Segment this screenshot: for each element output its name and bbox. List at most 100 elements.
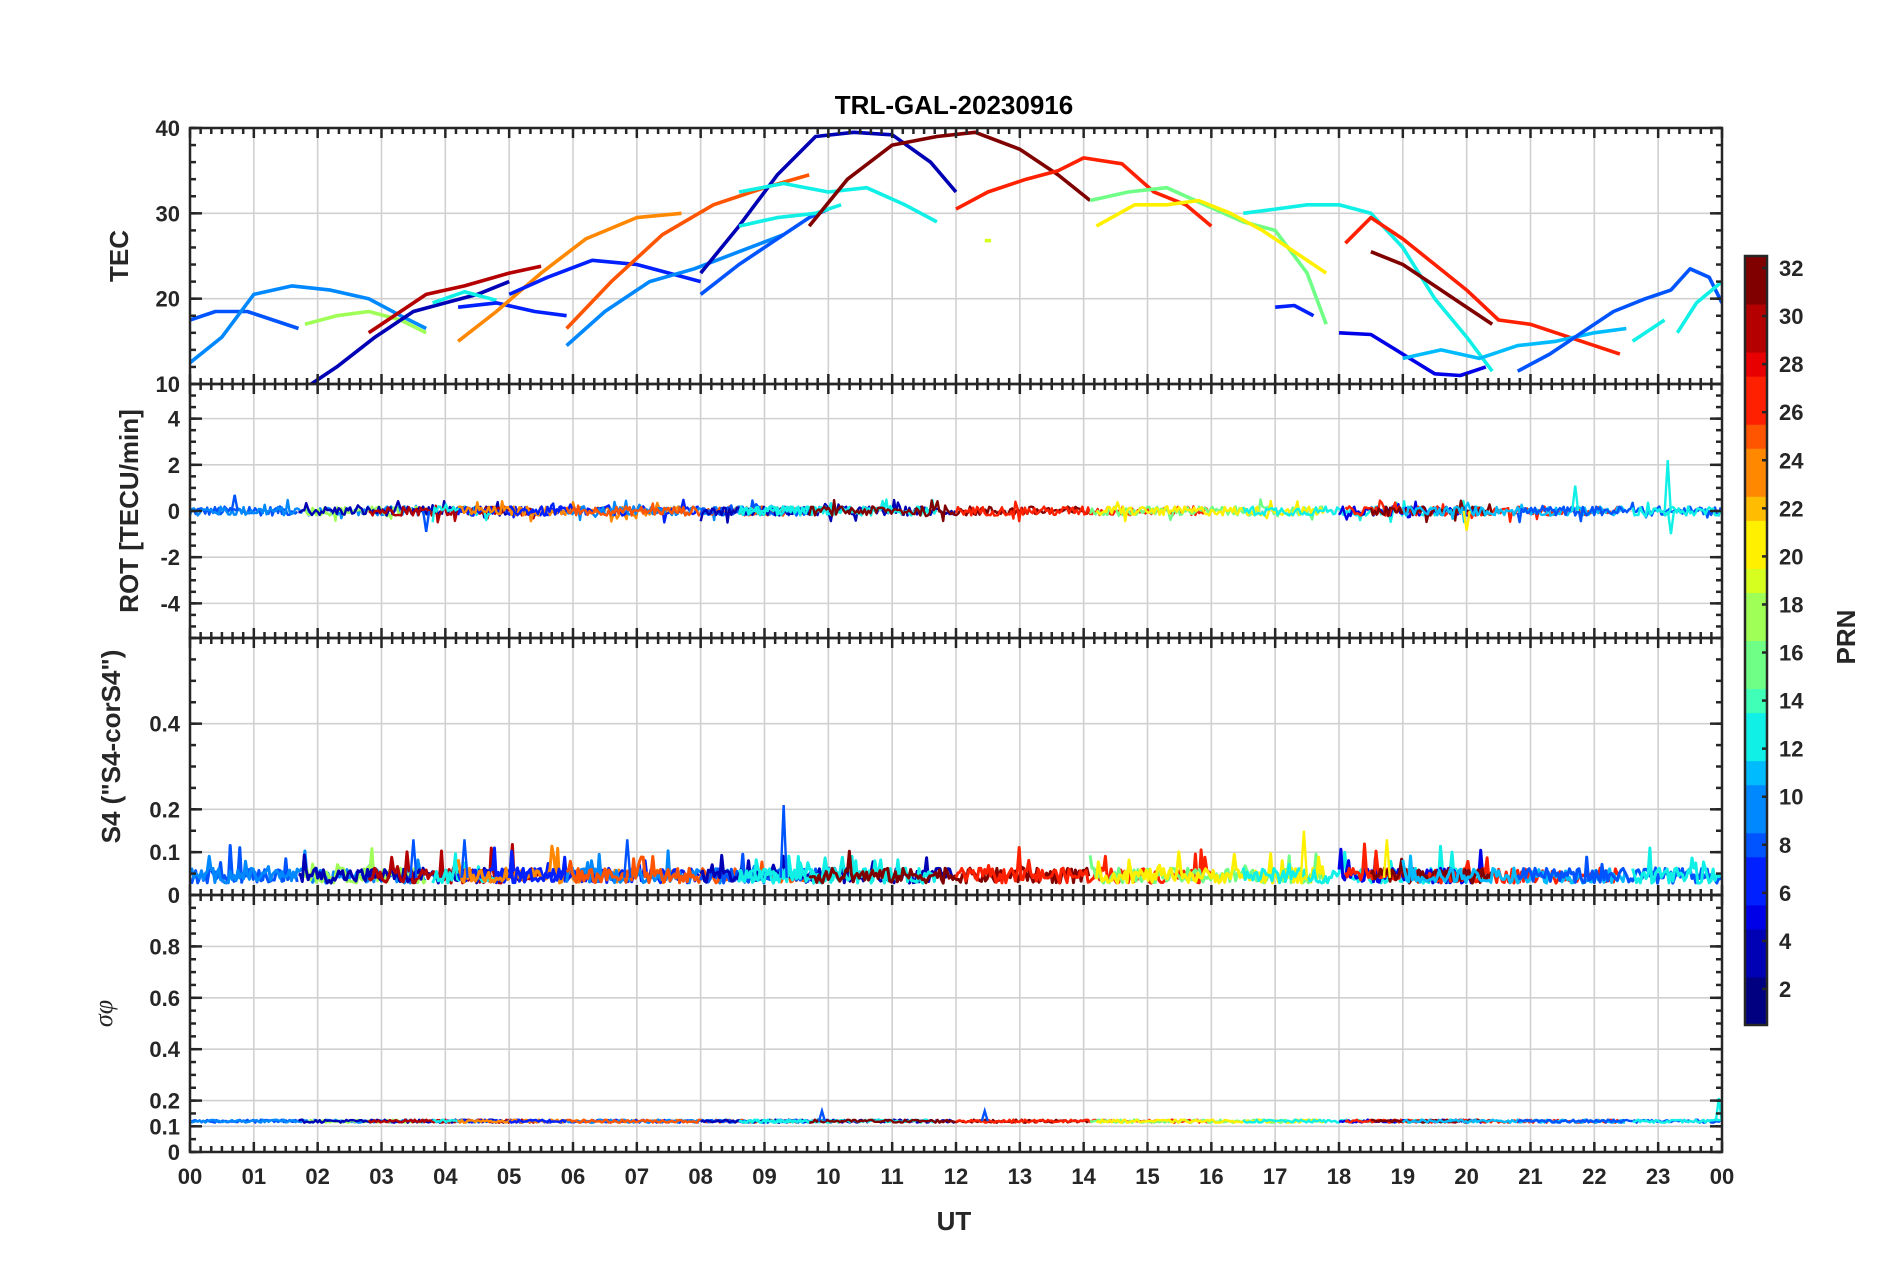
spike-mark — [623, 839, 632, 878]
series-line-prn-7 — [1275, 303, 1315, 318]
series-line-prn-13 — [1632, 1118, 1721, 1124]
colorbar-tick-label: 28 — [1779, 352, 1803, 377]
series-line-prn-11 — [1402, 326, 1627, 361]
series-line-prn-6 — [508, 258, 702, 297]
series-group — [190, 1097, 1722, 1124]
series-line-prn-5 — [1338, 331, 1487, 378]
series-line-prn-13 — [1631, 501, 1722, 518]
y-axis-label-rot: ROT [TECU/min] — [114, 409, 144, 613]
series-line-prn-13 — [432, 290, 497, 305]
series-line-prn-31 — [807, 130, 1092, 228]
y-tick-label: 20 — [156, 287, 180, 312]
spike-mark — [1570, 485, 1580, 512]
series-line-prn-7 — [456, 846, 567, 885]
series-line-prn-21 — [1095, 499, 1325, 523]
x-tick-label: 15 — [1135, 1164, 1159, 1189]
x-tick-label: 06 — [561, 1164, 585, 1189]
colorbar-tick-label: 14 — [1779, 689, 1804, 714]
y-tick-label: 0.1 — [149, 840, 180, 865]
x-tick-label: 22 — [1582, 1164, 1606, 1189]
y-axis-label-s4: S4 ("S4-corS4") — [96, 650, 126, 844]
colorbar-cell — [1745, 520, 1767, 545]
panel-tec: 10 20 30 40 TEC — [104, 116, 1724, 397]
y-axis-label-sigma-phi: σφ — [89, 1000, 118, 1027]
y-tick-label: 0.4 — [149, 712, 180, 737]
colorbar-tick-label: 10 — [1779, 785, 1803, 810]
colorbar-cell — [1745, 664, 1767, 690]
x-tick-label: 16 — [1199, 1164, 1223, 1189]
x-tick-label: 18 — [1327, 1164, 1351, 1189]
spike-mark — [1663, 460, 1672, 512]
x-tick-label: 19 — [1391, 1164, 1415, 1189]
colorbar-cell — [1745, 832, 1767, 858]
colorbar-tick-label: 6 — [1779, 881, 1791, 906]
y-tick-label: 4 — [168, 407, 181, 432]
colorbar-cell — [1745, 592, 1767, 617]
series-line-prn-4 — [699, 130, 958, 275]
x-tick-label: 08 — [688, 1164, 712, 1189]
series-line-prn-13 — [1631, 846, 1722, 885]
x-tick-label: 00 — [178, 1164, 202, 1189]
colorbar-cell — [1745, 304, 1767, 329]
x-tick-label: 04 — [433, 1164, 458, 1189]
y-tick-label: 2 — [168, 453, 180, 478]
colorbar-tick-label: 12 — [1779, 737, 1803, 762]
colorbar-tick-label: 2 — [1779, 977, 1791, 1002]
colorbar-cell — [1745, 256, 1767, 281]
spike-mark — [1666, 510, 1676, 535]
spike-mark — [817, 1106, 827, 1122]
colorbar-label: PRN — [1831, 610, 1861, 665]
series-line-prn-21 — [1095, 198, 1328, 275]
y-tick-label: 0.2 — [149, 797, 180, 822]
colorbar-cell — [1745, 856, 1767, 882]
series-line-prn-13 — [1675, 280, 1722, 334]
y-tick-label: 40 — [156, 116, 180, 141]
series-line-prn-8 — [190, 309, 300, 331]
series-line-prn-27 — [955, 156, 1213, 228]
chart-title: TRL-GAL-20230916 — [835, 90, 1073, 120]
series-line-prn-17 — [304, 309, 428, 335]
colorbar-cell — [1745, 1000, 1767, 1026]
colorbar-cell — [1745, 760, 1767, 786]
y-tick-label: -4 — [160, 591, 180, 616]
series-line-prn-13 — [1631, 318, 1666, 343]
series-line-prn-11 — [1401, 501, 1626, 524]
spike-mark — [1299, 830, 1309, 878]
colorbar-cell — [1745, 712, 1767, 738]
colorbar-cell — [1745, 448, 1767, 473]
colorbar-cell — [1745, 352, 1767, 377]
colorbar-cell — [1745, 376, 1767, 401]
series-line-prn-10 — [190, 284, 428, 365]
series-line-prn-25 — [565, 173, 810, 330]
colorbar-cell — [1745, 544, 1767, 569]
colorbar-tick-label: 32 — [1779, 256, 1803, 281]
x-tick-label: 23 — [1646, 1164, 1670, 1189]
x-tick-label: 09 — [752, 1164, 776, 1189]
y-tick-label: -2 — [160, 545, 180, 570]
x-tick-label: 20 — [1454, 1164, 1478, 1189]
panel-s4: 0 0.1 0.2 0.4 S4 ("S4-corS4") — [96, 636, 1724, 908]
colorbar-cell — [1745, 904, 1767, 930]
colorbar-cell — [1745, 976, 1767, 1002]
colorbar-cell — [1745, 736, 1767, 762]
colorbar-cell — [1745, 952, 1767, 978]
series-line-prn-7 — [457, 301, 567, 318]
series-line-prn-10 — [565, 233, 785, 347]
colorbar-cell — [1745, 928, 1767, 954]
x-tick-label: 07 — [625, 1164, 649, 1189]
x-tick-label: 01 — [242, 1164, 266, 1189]
colorbar-cell — [1745, 568, 1767, 593]
series-line-prn-27 — [1344, 215, 1621, 356]
y-tick-label: 0 — [168, 1140, 180, 1165]
spike-mark — [980, 1106, 989, 1122]
colorbar-cell — [1745, 688, 1767, 714]
x-tick-label: 21 — [1518, 1164, 1542, 1189]
x-tick-label: 10 — [816, 1164, 840, 1189]
y-tick-label: 10 — [156, 372, 180, 397]
series-group — [190, 130, 1722, 384]
colorbar-cell — [1745, 280, 1767, 305]
x-tick-label: 14 — [1071, 1164, 1096, 1189]
colorbar-tick-label: 4 — [1779, 929, 1792, 954]
